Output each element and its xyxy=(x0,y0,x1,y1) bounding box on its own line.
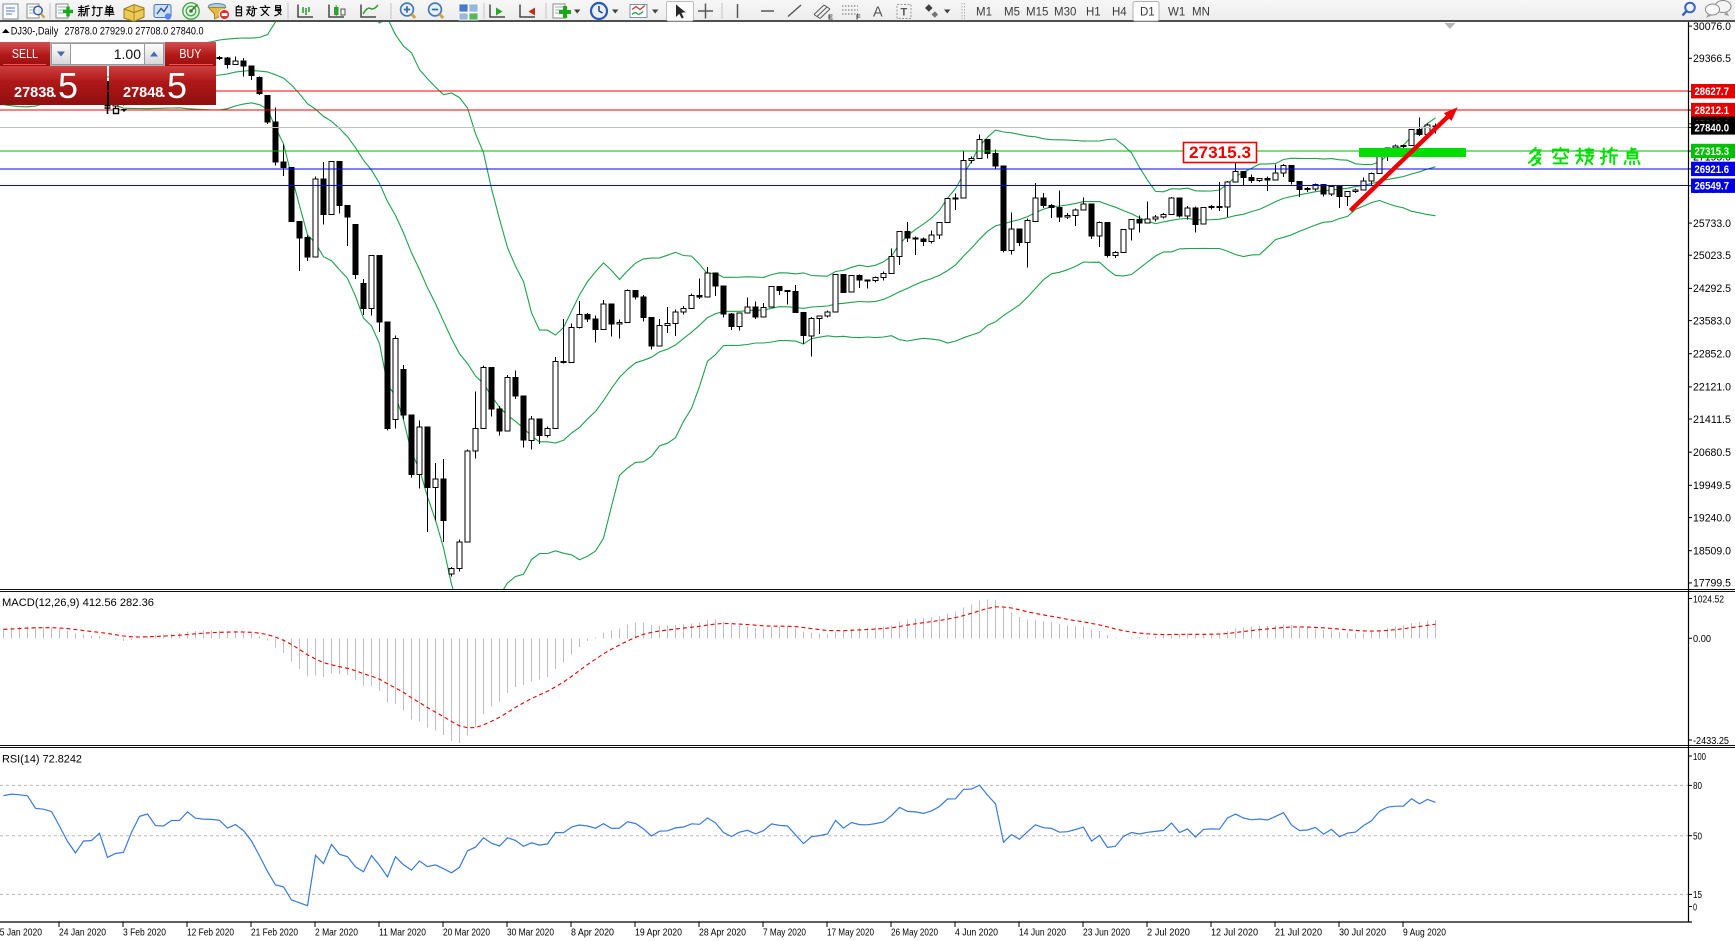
svg-text:1024.52: 1024.52 xyxy=(1693,594,1724,605)
svg-text:19 Apr 2020: 19 Apr 2020 xyxy=(635,927,682,939)
svg-text:H4: H4 xyxy=(1112,7,1127,19)
svg-text:0.00: 0.00 xyxy=(1693,634,1711,645)
svg-text:23583.0: 23583.0 xyxy=(1693,315,1731,327)
svg-text:A: A xyxy=(873,5,883,21)
svg-text:15 Jan 2020: 15 Jan 2020 xyxy=(0,927,42,939)
svg-text:D1: D1 xyxy=(1140,7,1155,19)
svg-text:M15: M15 xyxy=(1026,7,1048,19)
svg-text:29366.5: 29366.5 xyxy=(1693,53,1731,65)
svg-text:M5: M5 xyxy=(1004,7,1020,19)
svg-text:3 Feb 2020: 3 Feb 2020 xyxy=(123,927,166,939)
svg-text:19949.5: 19949.5 xyxy=(1693,480,1731,492)
svg-text:20680.5: 20680.5 xyxy=(1693,447,1731,459)
svg-text:F: F xyxy=(856,13,861,22)
svg-text:30 Mar 2020: 30 Mar 2020 xyxy=(507,927,554,939)
svg-text:17799.5: 17799.5 xyxy=(1693,578,1731,590)
svg-text:12 Jul 2020: 12 Jul 2020 xyxy=(1211,927,1258,939)
svg-text:12 Feb 2020: 12 Feb 2020 xyxy=(187,927,234,939)
svg-text:21 Jul 2020: 21 Jul 2020 xyxy=(1275,927,1322,939)
svg-text:27315.3: 27315.3 xyxy=(1189,143,1251,162)
svg-text:M30: M30 xyxy=(1054,7,1076,19)
svg-text:26549.7: 26549.7 xyxy=(1695,181,1730,193)
svg-text:11 Mar 2020: 11 Mar 2020 xyxy=(379,927,426,939)
svg-text:19240.0: 19240.0 xyxy=(1693,512,1731,524)
svg-text:24 Jan 2020: 24 Jan 2020 xyxy=(59,927,106,939)
svg-text:23 Jun 2020: 23 Jun 2020 xyxy=(1083,927,1130,939)
svg-text:-2433.25: -2433.25 xyxy=(1693,736,1729,747)
svg-text:0: 0 xyxy=(1693,902,1697,913)
svg-text:RSI(14) 72.8242: RSI(14) 72.8242 xyxy=(2,754,82,766)
svg-text:26921.6: 26921.6 xyxy=(1695,164,1730,176)
svg-text:20 Mar 2020: 20 Mar 2020 xyxy=(443,927,490,939)
svg-text:30 Jul 2020: 30 Jul 2020 xyxy=(1339,927,1386,939)
svg-text:27878.0 27929.0 27708.0 27840.: 27878.0 27929.0 27708.0 27840.0 xyxy=(65,26,204,38)
svg-text:27315.3: 27315.3 xyxy=(1695,146,1730,158)
svg-text:26 May 2020: 26 May 2020 xyxy=(891,927,938,939)
svg-text:24292.5: 24292.5 xyxy=(1693,283,1731,295)
svg-text:MN: MN xyxy=(1192,7,1210,19)
svg-text:2 Jul 2020: 2 Jul 2020 xyxy=(1147,927,1190,939)
svg-text:H1: H1 xyxy=(1086,7,1101,19)
svg-text:27840.0: 27840.0 xyxy=(1695,122,1730,134)
svg-text:E: E xyxy=(828,13,833,22)
svg-text:50: 50 xyxy=(1693,832,1702,843)
svg-text:W1: W1 xyxy=(1168,7,1185,19)
svg-text:7 May 2020: 7 May 2020 xyxy=(763,927,806,939)
svg-text:M1: M1 xyxy=(976,7,992,19)
svg-text:100: 100 xyxy=(1693,752,1706,763)
svg-text:28627.7: 28627.7 xyxy=(1695,86,1730,98)
svg-text:21411.5: 21411.5 xyxy=(1693,414,1731,426)
svg-text:4 Jun 2020: 4 Jun 2020 xyxy=(955,927,998,939)
svg-text:28212.1: 28212.1 xyxy=(1695,105,1730,117)
svg-text:25023.5: 25023.5 xyxy=(1693,250,1731,262)
svg-text:22121.0: 22121.0 xyxy=(1693,382,1731,394)
svg-text:DJ30-,Daily: DJ30-,Daily xyxy=(11,26,59,38)
svg-text:25733.0: 25733.0 xyxy=(1693,218,1731,230)
svg-text:MACD(12,26,9) 412.56 282.36: MACD(12,26,9) 412.56 282.36 xyxy=(2,597,154,609)
svg-text:21 Feb 2020: 21 Feb 2020 xyxy=(251,927,298,939)
svg-text:22852.0: 22852.0 xyxy=(1693,349,1731,361)
svg-text:28 Apr 2020: 28 Apr 2020 xyxy=(699,927,746,939)
svg-text:2 Mar 2020: 2 Mar 2020 xyxy=(315,927,358,939)
svg-text:9 Aug 2020: 9 Aug 2020 xyxy=(1403,927,1446,939)
svg-text:T: T xyxy=(901,7,908,19)
svg-text:14 Jun 2020: 14 Jun 2020 xyxy=(1019,927,1066,939)
svg-text:18509.0: 18509.0 xyxy=(1693,546,1731,558)
svg-text:8 Apr 2020: 8 Apr 2020 xyxy=(571,927,614,939)
svg-text:30076.0: 30076.0 xyxy=(1693,21,1731,33)
svg-text:15: 15 xyxy=(1693,890,1702,901)
svg-text:80: 80 xyxy=(1693,781,1702,792)
svg-text:17 May 2020: 17 May 2020 xyxy=(827,927,874,939)
